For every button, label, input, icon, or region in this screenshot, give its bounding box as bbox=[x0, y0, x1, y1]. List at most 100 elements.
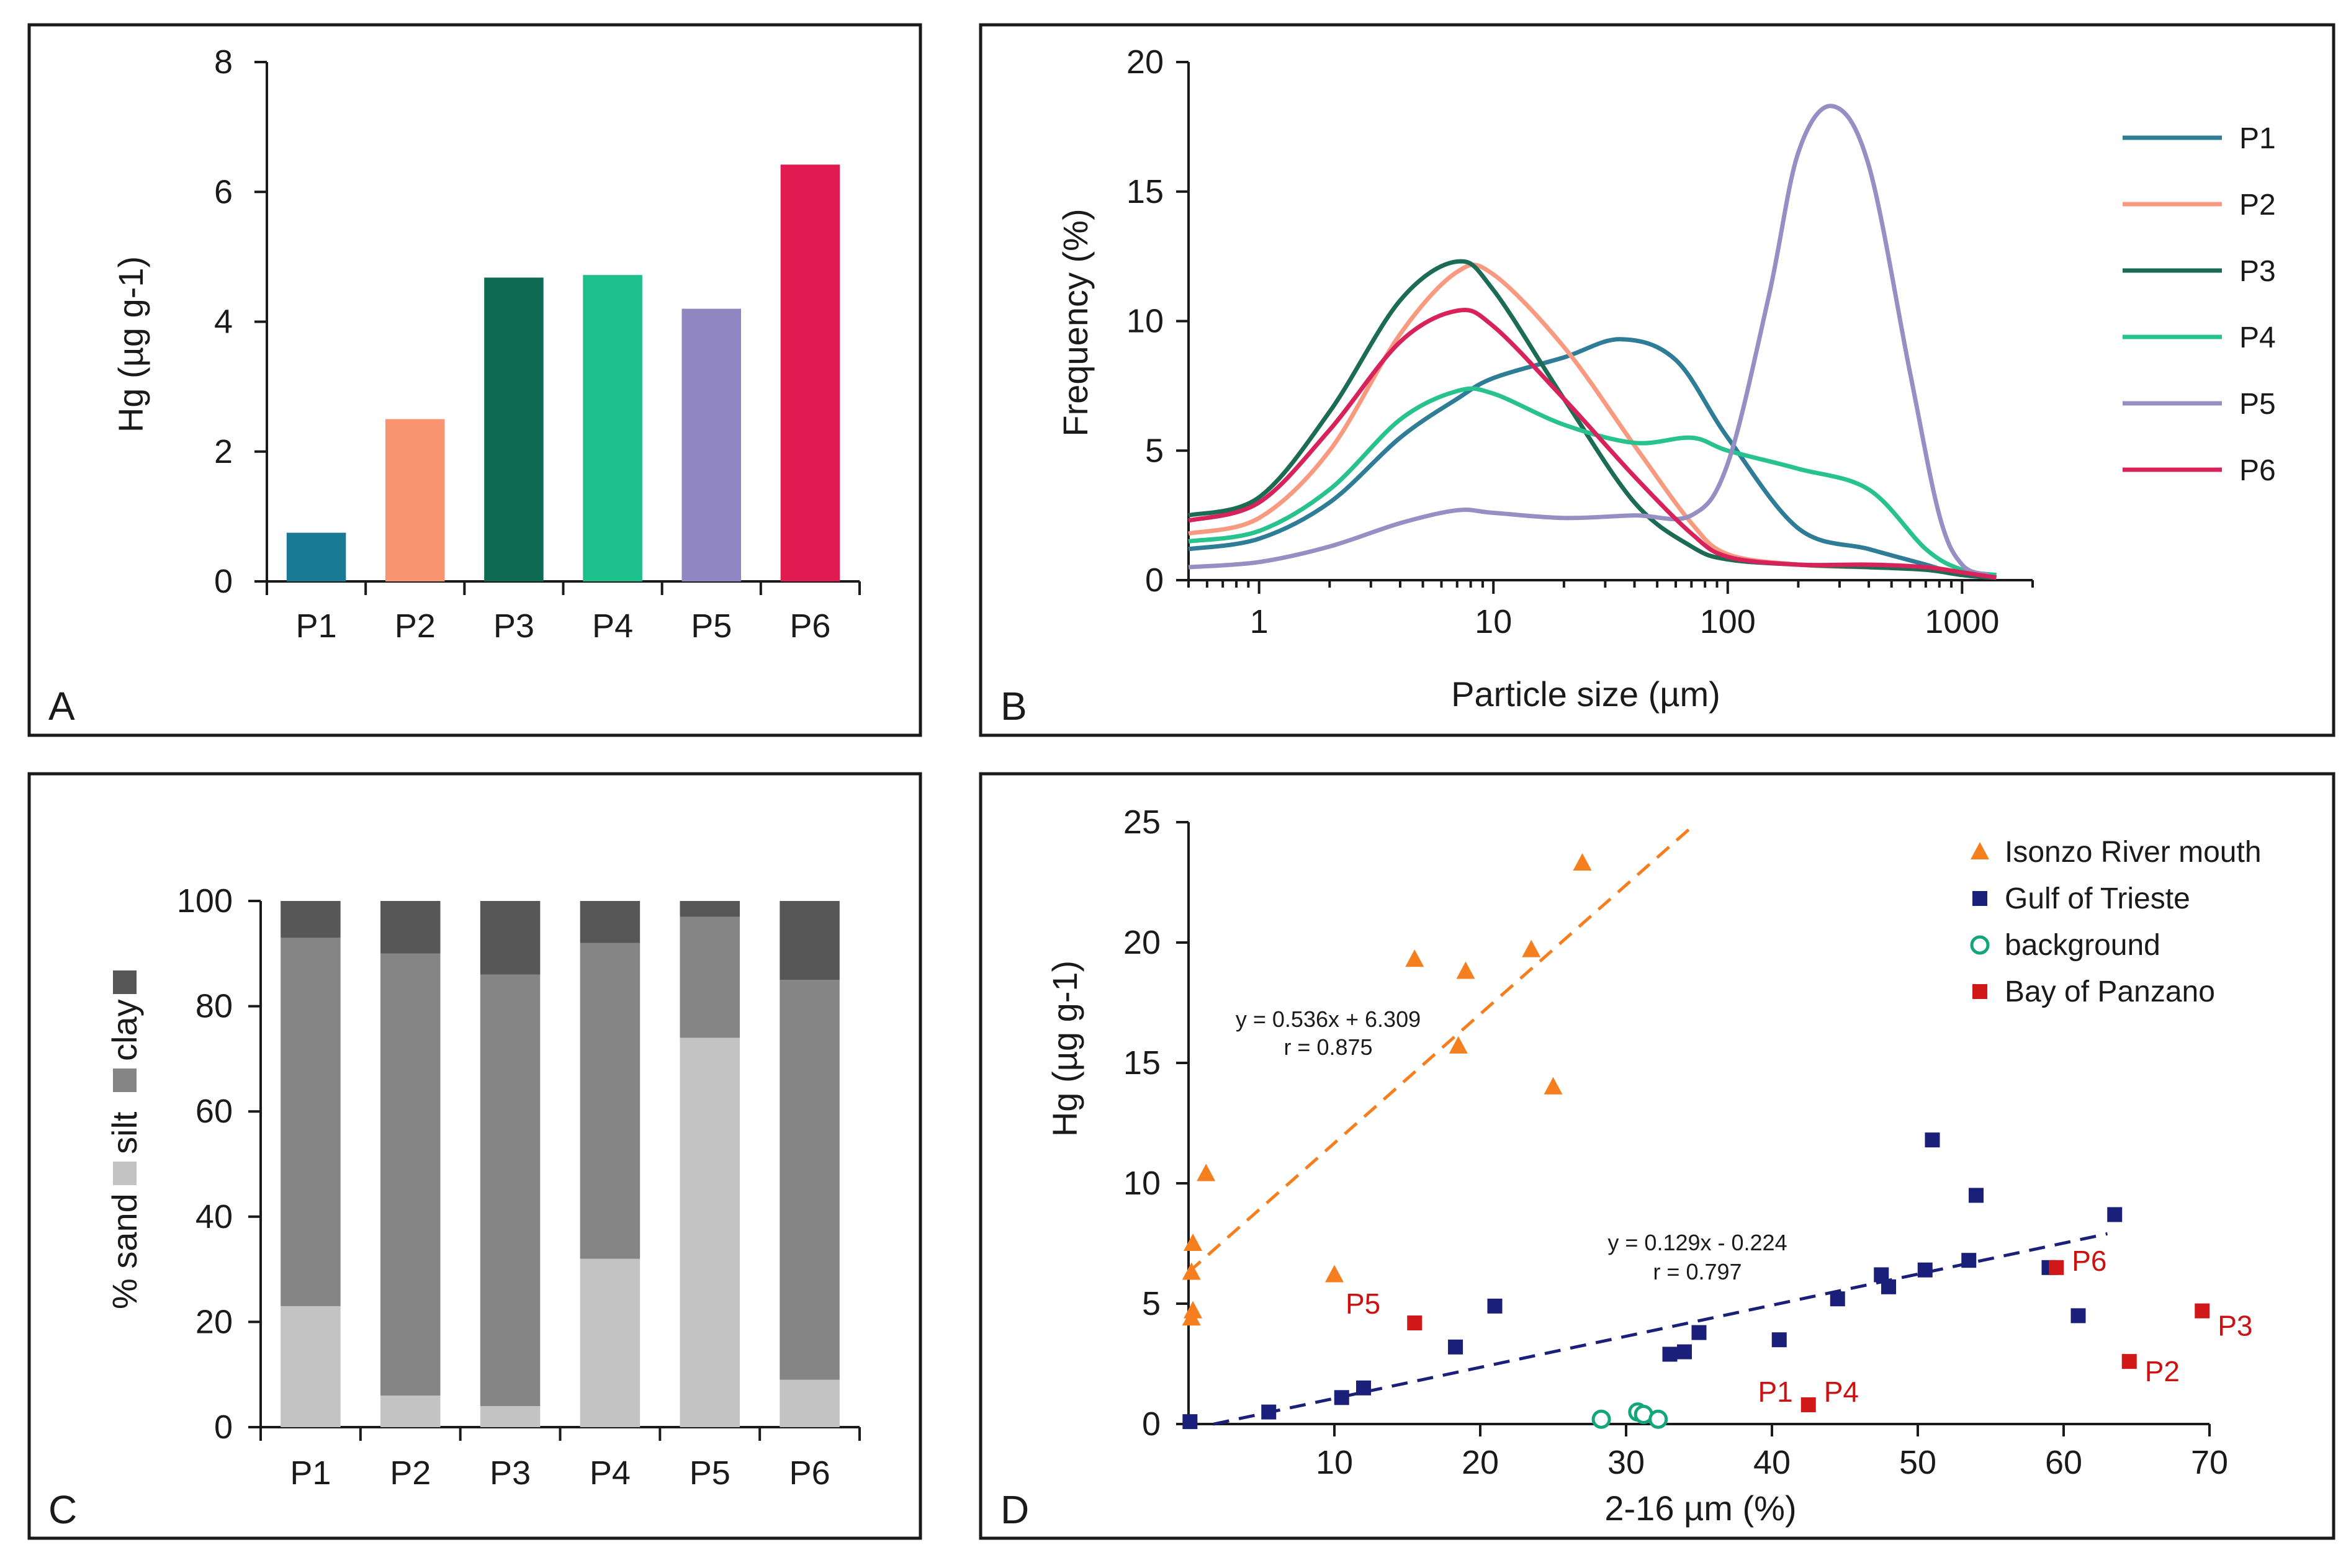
point-label-p2: P2 bbox=[2145, 1355, 2180, 1387]
legend-marker-isonzo-river-mouth bbox=[1971, 842, 1989, 859]
panel-d-y-title: Hg (µg g-1) bbox=[1045, 961, 1084, 1137]
sand-segment-p5 bbox=[680, 1037, 740, 1427]
series-line-p5 bbox=[1188, 104, 1990, 577]
point-isonzo-river-mouth bbox=[1456, 961, 1475, 979]
point-gulf-of-trieste bbox=[1925, 1132, 1940, 1148]
series-line-p6 bbox=[1188, 308, 1997, 580]
panel-c-x-tick-label: P6 bbox=[789, 1454, 830, 1492]
point-label-p4: P4 bbox=[1824, 1376, 1859, 1408]
silt-segment-p6 bbox=[780, 980, 840, 1380]
panel-c-y-title-sand: % sand bbox=[105, 1193, 144, 1309]
panel-c-x-tick-label: P1 bbox=[290, 1454, 331, 1492]
sand-swatch bbox=[113, 1162, 137, 1185]
point-gulf-of-trieste bbox=[1182, 1414, 1198, 1430]
point-isonzo-river-mouth bbox=[1325, 1265, 1344, 1283]
panel-a-y-tick-label: 4 bbox=[214, 303, 233, 341]
hg-bar-p3 bbox=[484, 277, 544, 581]
panel-c-y-tick-label: 100 bbox=[177, 882, 233, 920]
panel-b-x-tick-label: 1000 bbox=[1925, 603, 1999, 640]
panel-c-x-tick-label: P2 bbox=[390, 1454, 431, 1492]
point-bay-of-panzano bbox=[2121, 1354, 2137, 1369]
clay-swatch bbox=[113, 970, 137, 994]
panel-b-x-tick-label: 10 bbox=[1475, 603, 1512, 640]
series-line-p1 bbox=[1188, 337, 1997, 580]
panel-c-y-tick-label: 20 bbox=[196, 1303, 233, 1340]
point-isonzo-river-mouth bbox=[1544, 1077, 1563, 1095]
clay-segment-p6 bbox=[780, 901, 840, 980]
legend-label-background: background bbox=[2005, 929, 2160, 962]
point-label-p5: P5 bbox=[1346, 1288, 1380, 1320]
series-line-p2 bbox=[1188, 262, 1997, 580]
panel-d-x-tick-label: 40 bbox=[1753, 1444, 1791, 1481]
panel-d-letter: D bbox=[1000, 1487, 1029, 1532]
point-isonzo-river-mouth bbox=[1184, 1234, 1203, 1251]
legend-label-isonzo-river-mouth: Isonzo River mouth bbox=[2005, 836, 2262, 869]
point-isonzo-river-mouth bbox=[1182, 1262, 1201, 1280]
panel-c-x-tick-label: P3 bbox=[490, 1454, 531, 1492]
panel-b-y-tick-label: 5 bbox=[1145, 432, 1164, 469]
panel-c-frame bbox=[27, 772, 922, 1540]
point-bay-of-panzano bbox=[2195, 1303, 2210, 1319]
legend-label-p4: P4 bbox=[2239, 321, 2276, 354]
hg-bar-p1 bbox=[286, 532, 346, 581]
fit-r-isonzo: r = 0.875 bbox=[1283, 1034, 1372, 1060]
panel-a-y-tick-label: 6 bbox=[214, 173, 233, 210]
hg-bar-p5 bbox=[681, 308, 741, 581]
point-bay-of-panzano bbox=[2049, 1260, 2064, 1275]
panel-d-x-tick-label: 70 bbox=[2191, 1444, 2228, 1481]
panel-d-y-tick-label: 0 bbox=[1142, 1405, 1161, 1443]
clay-segment-p4 bbox=[580, 901, 641, 943]
point-gulf-of-trieste bbox=[1662, 1346, 1678, 1362]
clay-segment-p3 bbox=[480, 901, 541, 975]
fit-line-isonzo bbox=[1187, 825, 1693, 1274]
panel-b-y-tick-label: 10 bbox=[1126, 303, 1164, 340]
panel-b-y-tick-label: 20 bbox=[1126, 43, 1164, 81]
clay-segment-p5 bbox=[680, 901, 740, 917]
panel-d-x-tick-label: 30 bbox=[1607, 1444, 1645, 1481]
legend-label-p1: P1 bbox=[2239, 122, 2276, 155]
panel-d-x-title: 2-16 µm (%) bbox=[1604, 1489, 1796, 1528]
point-label-p1: P1 bbox=[1758, 1376, 1792, 1408]
silt-segment-p2 bbox=[380, 953, 441, 1396]
legend-label-p3: P3 bbox=[2239, 255, 2276, 288]
point-gulf-of-trieste bbox=[1356, 1380, 1371, 1396]
point-gulf-of-trieste bbox=[1961, 1253, 1977, 1268]
silt-segment-p5 bbox=[680, 916, 740, 1038]
panel-c-y-title-silt: silt bbox=[105, 1111, 144, 1154]
fit-equation-gulf: y = 0.129x - 0.224 bbox=[1607, 1230, 1787, 1255]
fit-equation-isonzo: y = 0.536x + 6.309 bbox=[1236, 1006, 1421, 1032]
legend-label-p6: P6 bbox=[2239, 454, 2276, 487]
panel-c-y-tick-label: 60 bbox=[196, 1093, 233, 1130]
point-gulf-of-trieste bbox=[1969, 1188, 1984, 1203]
panel-c-texture-chart: % sand silt clay 0 20 40 60 80 100 P1 P2 P3 P4 P5 P… bbox=[105, 882, 861, 1492]
legend-label-p5: P5 bbox=[2239, 388, 2276, 421]
point-gulf-of-trieste bbox=[1334, 1390, 1349, 1405]
panel-d-x-tick-label: 50 bbox=[1899, 1444, 1936, 1481]
legend-marker-bay-of-panzano bbox=[1972, 984, 1987, 999]
silt-segment-p4 bbox=[580, 943, 641, 1259]
hg-bar-p4 bbox=[583, 275, 642, 581]
point-isonzo-river-mouth bbox=[1197, 1163, 1216, 1181]
panel-a-y-tick-label: 2 bbox=[214, 433, 233, 470]
point-isonzo-river-mouth bbox=[1573, 853, 1592, 871]
sand-segment-p6 bbox=[780, 1379, 840, 1427]
point-background bbox=[1591, 1409, 1611, 1429]
panel-a-letter: A bbox=[48, 684, 75, 728]
point-gulf-of-trieste bbox=[1830, 1291, 1845, 1307]
panel-c-x-tick-label: P4 bbox=[590, 1454, 631, 1492]
sand-segment-p3 bbox=[480, 1406, 541, 1427]
legend-marker-gulf-of-trieste bbox=[1972, 891, 1987, 906]
point-gulf-of-trieste bbox=[1487, 1298, 1503, 1314]
panel-d-y-tick-label: 20 bbox=[1123, 924, 1161, 961]
silt-swatch bbox=[113, 1068, 137, 1092]
panel-a-y-tick-label: 8 bbox=[214, 43, 233, 81]
point-bay-of-panzano bbox=[1407, 1315, 1423, 1331]
panel-c-y-tick-label: 80 bbox=[196, 988, 233, 1025]
point-gulf-of-trieste bbox=[1771, 1332, 1787, 1348]
panel-b-frame bbox=[979, 23, 2335, 737]
point-gulf-of-trieste bbox=[1677, 1344, 1692, 1360]
clay-segment-p1 bbox=[281, 901, 341, 938]
panel-c-letter: C bbox=[48, 1487, 77, 1532]
panel-a-x-tick-label: P6 bbox=[789, 607, 830, 645]
